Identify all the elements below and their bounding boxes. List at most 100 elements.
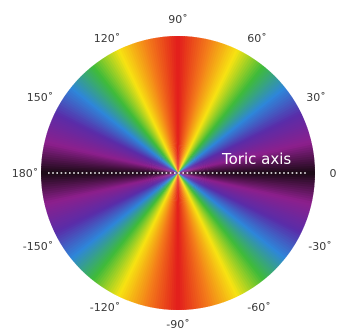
spectrum-wedge	[41, 110, 178, 173]
spectrum-wedge	[147, 173, 178, 310]
spectrum-wedge	[139, 173, 178, 310]
spectrum-wedge	[178, 68, 303, 173]
spectrum-wedge	[178, 173, 315, 201]
spectrum-wedge	[75, 173, 178, 299]
spectrum-wedge	[73, 173, 178, 297]
spectrum-wedge	[178, 173, 315, 256]
spectrum-wedge	[158, 173, 178, 310]
spectrum-wedge	[110, 173, 178, 310]
spectrum-wedge	[178, 173, 299, 283]
spectrum-wedge	[178, 173, 311, 268]
spectrum-wedge	[56, 65, 178, 173]
spectrum-wedge	[93, 173, 178, 310]
angle-label-neg150: -150˚	[23, 240, 53, 253]
spectrum-wedge	[178, 173, 315, 215]
spectrum-wedge	[178, 173, 307, 272]
spectrum-wedge	[178, 44, 277, 173]
spectrum-wedge	[107, 173, 178, 310]
spectrum-wedge	[178, 36, 256, 173]
spectrum-wedge	[178, 36, 254, 173]
spectrum-wedge	[118, 173, 178, 310]
spectrum-wedge	[178, 37, 268, 173]
spectrum-wedge	[178, 173, 315, 253]
spectrum-wedge	[178, 173, 293, 289]
spectrum-wedge	[41, 159, 178, 173]
spectrum-wedge	[144, 173, 178, 310]
spectrum-wedge	[83, 173, 178, 306]
angle-label-neg120: -120˚	[90, 301, 120, 314]
spectrum-wedge	[131, 173, 178, 310]
spectrum-wedge	[150, 173, 178, 310]
spectrum-wedge	[178, 173, 309, 270]
spectrum-wedge	[102, 173, 178, 310]
spectrum-wedge	[178, 36, 263, 173]
spectrum-wedge	[68, 173, 178, 294]
spectrum-wedge	[77, 173, 178, 301]
spectrum-wedge	[41, 137, 178, 173]
spectrum-wedge	[41, 123, 178, 173]
spectrum-wedge	[178, 173, 300, 281]
spectrum-wedge	[178, 36, 241, 173]
spectrum-wedge	[41, 164, 178, 173]
spectrum-wedge	[178, 173, 297, 285]
spectrum-wedge	[178, 173, 315, 236]
spectrum-wedge	[105, 173, 178, 310]
spectrum-wedge	[178, 173, 315, 187]
spectrum-wedge	[53, 173, 178, 278]
spectrum-wedge	[128, 173, 178, 310]
spectrum-wedge	[178, 36, 228, 173]
spectrum-wedge	[45, 78, 179, 173]
spectrum-wedge	[41, 161, 178, 173]
spectrum-wedge	[178, 36, 233, 173]
spectrum-wedge	[41, 142, 178, 173]
spectrum-wedge	[178, 36, 217, 173]
spectrum-wedge	[50, 72, 178, 173]
spectrum-wedge	[41, 90, 178, 173]
spectrum-wedge	[178, 58, 294, 173]
angle-label-90: 90˚	[168, 13, 188, 26]
spectrum-wedge	[178, 64, 299, 173]
spectrum-wedge	[178, 47, 281, 173]
spectrum-wedge	[178, 173, 315, 251]
spectrum-wedge	[178, 173, 315, 231]
angle-label-180: 180˚	[12, 167, 39, 180]
spectrum-wedge	[73, 48, 178, 173]
spectrum-wedge	[86, 173, 178, 307]
spectrum-wedge	[178, 173, 315, 258]
spectrum-wedge	[178, 71, 305, 173]
spectrum-wedge	[178, 171, 315, 176]
spectrum-wedge	[41, 134, 178, 173]
spectrum-wedge	[161, 173, 178, 310]
toric-axis-label: Toric axis	[221, 150, 291, 168]
spectrum-wedge	[178, 36, 244, 173]
spectrum-wedge	[67, 54, 178, 173]
spectrum-wedge	[178, 36, 261, 173]
spectrum-wedge	[41, 105, 178, 173]
spectrum-wedge	[41, 150, 178, 173]
spectrum-wedge	[178, 173, 295, 287]
spectrum-wedge	[178, 173, 312, 265]
spectrum-wedge	[60, 173, 179, 286]
spectrum-wedge	[178, 173, 278, 301]
spectrum-wedge	[178, 36, 251, 173]
spectrum-wedge	[125, 173, 178, 310]
spectrum-wedge	[178, 36, 238, 173]
spectrum-wedge	[178, 36, 206, 173]
spectrum-wedge	[71, 50, 178, 173]
spectrum-wedge	[178, 42, 275, 173]
spectrum-wedge	[59, 61, 178, 173]
spectrum-wedge	[112, 173, 178, 310]
spectrum-wedge	[78, 45, 178, 173]
spectrum-wedge	[178, 173, 315, 182]
spectrum-wedge	[41, 147, 178, 173]
spectrum-wedge	[178, 173, 283, 298]
spectrum-wedge	[166, 173, 178, 310]
spectrum-wedge	[41, 145, 178, 173]
spectrum-wedge	[55, 173, 178, 280]
angle-label-neg60: -60˚	[247, 301, 270, 314]
spectrum-wedge	[178, 36, 212, 173]
spectrum-wedge	[41, 153, 178, 173]
spectrum-wedge	[178, 173, 287, 294]
spectrum-wedge	[178, 36, 192, 173]
